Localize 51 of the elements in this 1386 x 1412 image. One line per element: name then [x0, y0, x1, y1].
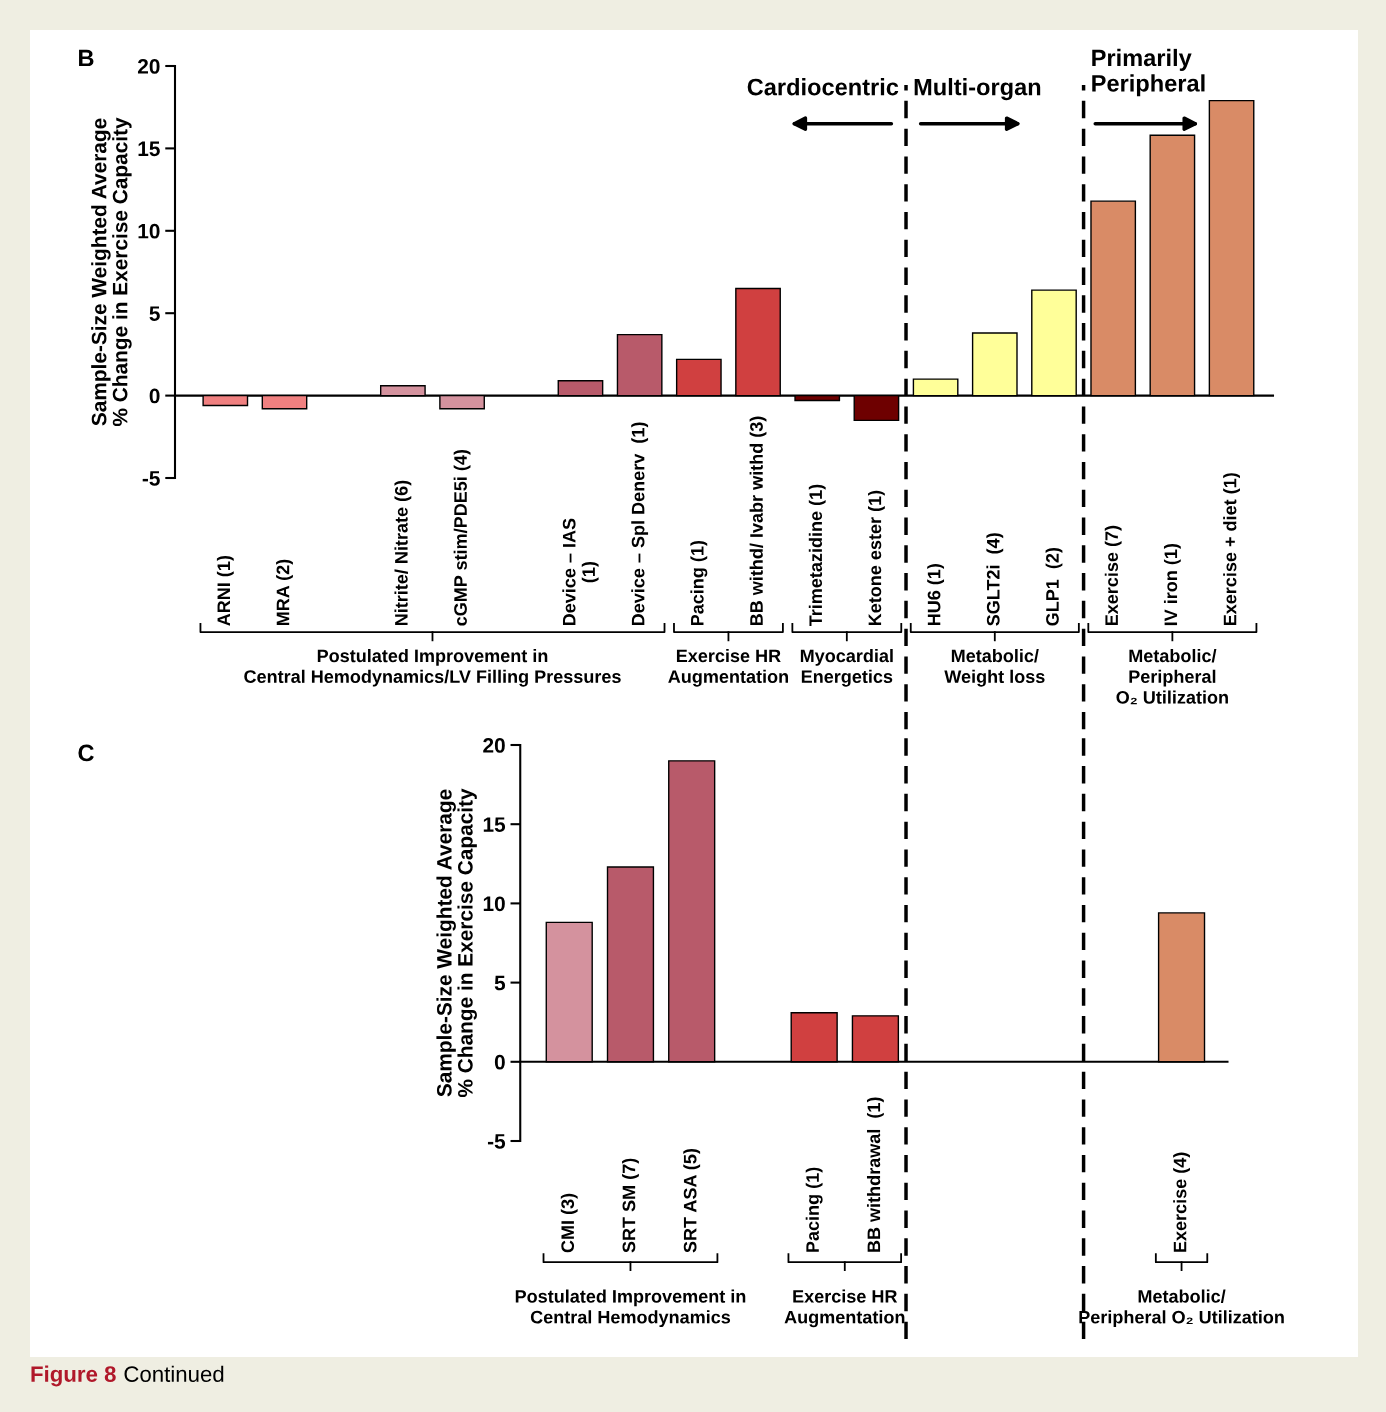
x-tick-label: cGMP stim/PDE5i (4) [453, 449, 471, 626]
y-tick-label: 0 [494, 1054, 505, 1070]
text: Postulated Improvement in Central Hemodynamics/LV Filling Pressures [244, 648, 621, 687]
y-axis-title: Sample-Size Weighted Average % Change in Exercise Capacity [436, 788, 477, 1098]
y-tick-label: 0 [149, 388, 160, 404]
x-tick-label: Pacing (1) [805, 1167, 823, 1252]
x-tick-label: SRT SM (7) [622, 1158, 639, 1253]
text: C [78, 744, 94, 762]
x-tick-label: Exercise (7) [1104, 525, 1122, 626]
y-tick-label: 15 [483, 817, 506, 832]
caption: Figure 8 [31, 1365, 116, 1387]
text: Exercise HR Augmentation [784, 1289, 905, 1328]
x-tick-label: BB withd/ Ivabr withd (3) [749, 416, 767, 626]
y-tick-label: 10 [483, 896, 505, 912]
y-tick-label: -5 [487, 1134, 506, 1149]
text: Metabolic/ Peripheral O₂ Utilization [1079, 1289, 1284, 1328]
y-axis-title: Sample-Size Weighted Average % Change in Exercise Capacity [91, 117, 132, 427]
text: Myocardial Energetics [800, 648, 893, 687]
x-tick-label: Pacing (1) [690, 540, 708, 626]
x-tick-label: BB withdrawal (1) [866, 1097, 884, 1252]
text: Metabolic/ Weight loss [944, 648, 1045, 687]
annotation: Primarily Peripheral [1092, 48, 1205, 97]
y-tick-label: -5 [142, 471, 160, 486]
text: Continued [124, 1365, 224, 1382]
x-tick-label: SRT ASA (5) [683, 1148, 701, 1253]
x-tick-label: Device – IAS (1) [562, 518, 599, 626]
x-tick-label: Exercise + diet (1) [1223, 473, 1240, 626]
x-tick-label: GLP1 (2) [1045, 547, 1063, 626]
x-tick-label: Nitrite/ Nitrate (6) [394, 480, 412, 626]
x-tick-label: Ketone ester (1) [868, 490, 885, 626]
y-tick-label: 5 [494, 975, 506, 991]
text: Postulated Improvement in Central Hemodynamics [515, 1289, 746, 1328]
x-tick-label: Device – Spl Denerv (1) [631, 422, 649, 626]
x-tick-label: HU6 (1) [927, 564, 945, 626]
y-tick-label: 15 [138, 141, 160, 157]
x-tick-label: Trimetazidine (1) [808, 484, 826, 627]
annotation: Cardiocentric [747, 78, 899, 96]
x-tick-label: MRA (2) [276, 559, 293, 626]
text: Metabolic/ Peripheral O₂ Utilization [1116, 648, 1228, 705]
x-tick-label: CMI (3) [560, 1193, 578, 1253]
annotation: Multi-organ [914, 78, 1041, 101]
y-tick-label: 20 [137, 59, 160, 74]
text: Exercise HR Augmentation [668, 648, 789, 687]
text: B [79, 49, 94, 67]
y-tick-label: 10 [138, 223, 160, 239]
x-tick-label: IV iron (1) [1163, 543, 1181, 626]
x-tick-label: Exercise (4) [1173, 1152, 1190, 1252]
y-tick-label: 5 [149, 306, 160, 321]
x-tick-label: ARNI (1) [216, 556, 234, 626]
y-tick-label: 20 [483, 738, 505, 753]
x-tick-label: SGLT2i (4) [986, 533, 1004, 626]
